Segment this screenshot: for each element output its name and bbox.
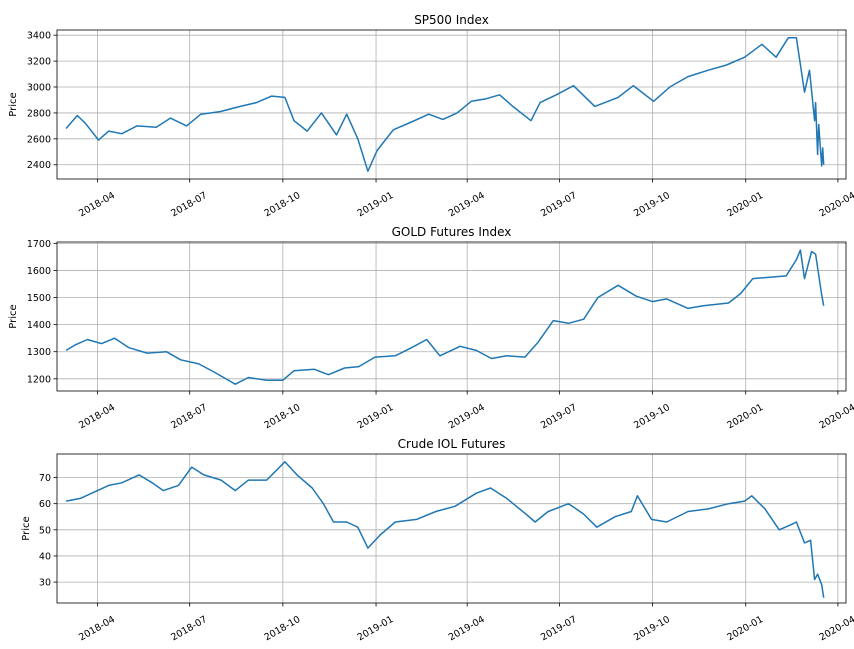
x-tick-label: 2018-07 [169, 614, 209, 643]
y-tick-label: 70 [39, 473, 51, 484]
y-tick-label: 30 [39, 578, 51, 589]
y-tick-label: 1600 [27, 266, 51, 277]
x-tick-label: 2018-04 [77, 402, 117, 431]
series-line [65, 249, 825, 385]
plot-frame [56, 453, 847, 604]
x-tick-label: 2019-04 [447, 402, 487, 431]
x-tick-label: 2018-10 [262, 190, 302, 219]
y-axis-label: Price [8, 92, 19, 116]
y-axis-label: Price [8, 304, 19, 328]
y-tick-label: 50 [39, 525, 51, 536]
series-line [65, 37, 825, 172]
plot-frame [56, 29, 847, 180]
y-tick-label: 3400 [27, 31, 51, 42]
chart-title: GOLD Futures Index [392, 225, 512, 239]
x-tick-label: 2020-01 [725, 190, 765, 219]
x-tick-label: 2019-01 [356, 402, 396, 431]
y-tick-label: 1200 [27, 374, 51, 385]
chart-panel-2: 1200 1300 1400 1500 1600 1700 2018-04 2018-07 20… [8, 225, 854, 431]
x-tick-label: 2020-04 [818, 614, 854, 643]
x-tick-label: 2019-10 [632, 190, 672, 219]
chart-title: Crude IOL Futures [398, 437, 506, 451]
x-tick-label: 2018-10 [262, 614, 302, 643]
x-tick-label: 2019-04 [447, 190, 487, 219]
x-tick-label: 2018-07 [169, 402, 209, 431]
x-tick-label: 2018-04 [77, 614, 117, 643]
x-tick-label: 2019-10 [632, 614, 672, 643]
chart-title: SP500 Index [414, 13, 489, 27]
y-tick-label: 60 [39, 499, 51, 510]
chart-panel-3: 30 40 50 60 70 2018-04 2018-07 2018-10 2019-01 20… [21, 437, 854, 643]
chart-panel-1: 2400 2600 2800 3000 3200 3400 2018-04 2018-07 20… [8, 13, 854, 219]
x-tick-label: 2020-01 [725, 402, 765, 431]
y-axis-label: Price [21, 516, 32, 540]
x-tick-label: 2019-01 [356, 614, 396, 643]
y-tick-label: 2800 [27, 108, 51, 119]
y-tick-label: 1700 [27, 239, 51, 250]
x-tick-label: 2019-10 [632, 402, 672, 431]
x-tick-label: 2019-07 [539, 402, 579, 431]
x-tick-label: 2020-01 [725, 614, 765, 643]
y-tick-label: 1300 [27, 347, 51, 358]
x-tick-label: 2020-04 [818, 402, 854, 431]
x-tick-label: 2019-07 [539, 190, 579, 219]
plot-frame [56, 241, 847, 392]
y-tick-label: 1400 [27, 320, 51, 331]
y-tick-label: 2600 [27, 134, 51, 145]
y-tick-label: 1500 [27, 293, 51, 304]
y-tick-label: 3200 [27, 57, 51, 68]
x-tick-label: 2018-07 [169, 190, 209, 219]
x-tick-label: 2020-04 [818, 190, 854, 219]
y-tick-label: 2400 [27, 160, 51, 171]
series-line [65, 461, 825, 598]
x-tick-label: 2019-01 [356, 190, 396, 219]
x-tick-label: 2019-07 [539, 614, 579, 643]
x-tick-label: 2018-04 [77, 190, 117, 219]
x-tick-label: 2019-04 [447, 614, 487, 643]
y-tick-label: 3000 [27, 83, 51, 94]
y-tick-label: 40 [39, 551, 51, 562]
x-tick-label: 2018-10 [262, 402, 302, 431]
